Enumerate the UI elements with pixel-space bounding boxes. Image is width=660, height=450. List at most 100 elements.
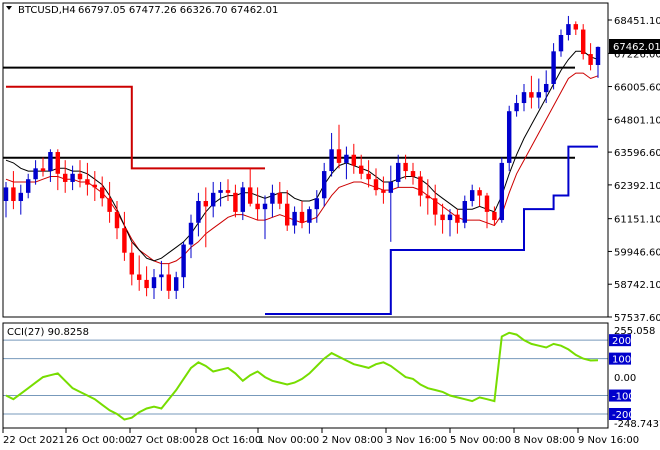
x-tick-label: 2 Nov 08:00: [322, 435, 383, 446]
candle-body: [366, 173, 371, 180]
price-y-tick-label: 59946.60: [614, 247, 660, 258]
cci-y-tick-label: 0.00: [614, 373, 636, 384]
cci-y-tick-label: -248.7437: [614, 419, 660, 430]
candle-body: [580, 29, 586, 55]
candle-body: [99, 187, 105, 199]
price-pane-border: [2, 2, 609, 318]
candle-body: [344, 154, 349, 163]
chart-header-symbol: BTCUSD,H4: [18, 5, 76, 16]
candle-body: [218, 190, 223, 193]
x-tick-label: 9 Nov 16:00: [578, 435, 639, 446]
candle-body: [181, 244, 186, 278]
price-y-tick-label: 68451.10: [614, 16, 660, 27]
current-price-tag: [609, 39, 660, 54]
x-tick-label: 22 Oct 2021: [3, 435, 65, 446]
candle-body: [351, 154, 357, 166]
price-y-tick-label: 58742.10: [614, 280, 660, 291]
cci-y-tick-label: -200: [612, 410, 635, 421]
x-tick-label: 1 Nov 00:00: [258, 435, 319, 446]
candle-body: [225, 190, 231, 193]
candle-body: [529, 92, 534, 98]
price-y-axis: 68451.10 67226.00 66005.60 64801.10 63596.60…: [608, 16, 660, 324]
candle-body: [447, 214, 453, 221]
candle-body: [62, 173, 68, 182]
candle-body: [573, 24, 579, 30]
candle-body: [107, 198, 112, 212]
candle-body: [477, 190, 482, 196]
price-y-tick-label: 63596.60: [614, 148, 660, 159]
candle-body: [114, 211, 120, 229]
candle-body: [307, 209, 312, 223]
price-y-tick-label: 57537.60: [614, 313, 660, 324]
collapse-triangle-icon[interactable]: [6, 6, 12, 10]
cci-line: [5, 331, 599, 421]
candle-body: [129, 252, 135, 275]
price-y-tick-label: 64801.10: [614, 115, 660, 126]
x-tick-label: 27 Oct 08:00: [130, 435, 195, 446]
candle-body: [40, 168, 46, 172]
candle-body: [159, 274, 164, 278]
candle-body: [292, 211, 297, 226]
candle-body: [70, 173, 75, 182]
candle-body: [410, 171, 416, 177]
candle-body: [166, 274, 172, 291]
candle-body: [18, 192, 24, 202]
candle-body: [462, 201, 468, 223]
cci-plot: [3, 331, 608, 421]
candle-body: [240, 187, 246, 212]
candle-body: [484, 195, 490, 212]
candle-body: [551, 51, 556, 84]
current-price-label: 67462.01: [613, 42, 660, 53]
cci-level-tag: [609, 334, 631, 347]
candle-body: [388, 181, 394, 193]
price-y-tick-label: 62392.10: [614, 181, 660, 192]
cci-level-tag: [609, 408, 631, 421]
price-y-tick-label: 66005.60: [614, 83, 660, 94]
cci-y-tick-label: 255.058: [614, 326, 655, 337]
cci-y-tick-label: 100: [612, 355, 631, 366]
candle-body: [173, 277, 179, 291]
cci-header: CCI(27) 90.8258: [7, 327, 89, 338]
candle-body: [492, 211, 497, 221]
cci-y-tick-label: -100: [612, 392, 635, 403]
chart-header-ohlc: 66797.05 67477.26 66326.70 67462.01: [78, 5, 278, 16]
candle-body: [321, 171, 327, 199]
candle-body: [432, 198, 438, 215]
resistance-step-line: [6, 85, 265, 170]
candle-body: [595, 46, 601, 66]
candle-body: [25, 179, 31, 193]
price-plot: [3, 15, 601, 315]
candle-body: [455, 214, 460, 223]
cci-y-tick-label: 200: [612, 336, 631, 347]
candle-body: [543, 83, 549, 93]
candle-body: [3, 187, 9, 202]
candle-body: [11, 187, 16, 202]
candle-body: [381, 190, 386, 193]
cci-level-tag: [609, 389, 631, 402]
candle-body: [188, 222, 194, 245]
candle-body: [395, 162, 401, 182]
candle-body: [536, 92, 542, 98]
candle-body: [299, 211, 305, 223]
candle-body: [55, 152, 61, 174]
x-tick-label: 26 Oct 00:00: [66, 435, 131, 446]
candle-body: [33, 168, 38, 180]
candle-body: [136, 274, 142, 280]
cci-level-tag: [609, 352, 631, 365]
candle-body: [566, 24, 571, 35]
candle-body: [203, 201, 209, 207]
candle-body: [358, 165, 364, 174]
candle-body: [270, 192, 275, 204]
candle-body: [329, 149, 334, 172]
candle-body: [85, 179, 90, 185]
candle-body: [233, 192, 238, 212]
cci-pane-border: [2, 322, 609, 429]
candle-body: [499, 162, 505, 221]
x-tick-label: 5 Nov 00:00: [450, 435, 511, 446]
candle-body: [403, 162, 408, 172]
candle-body: [122, 228, 127, 253]
x-tick-label: 8 Nov 08:00: [514, 435, 575, 446]
candle-body: [48, 152, 53, 172]
